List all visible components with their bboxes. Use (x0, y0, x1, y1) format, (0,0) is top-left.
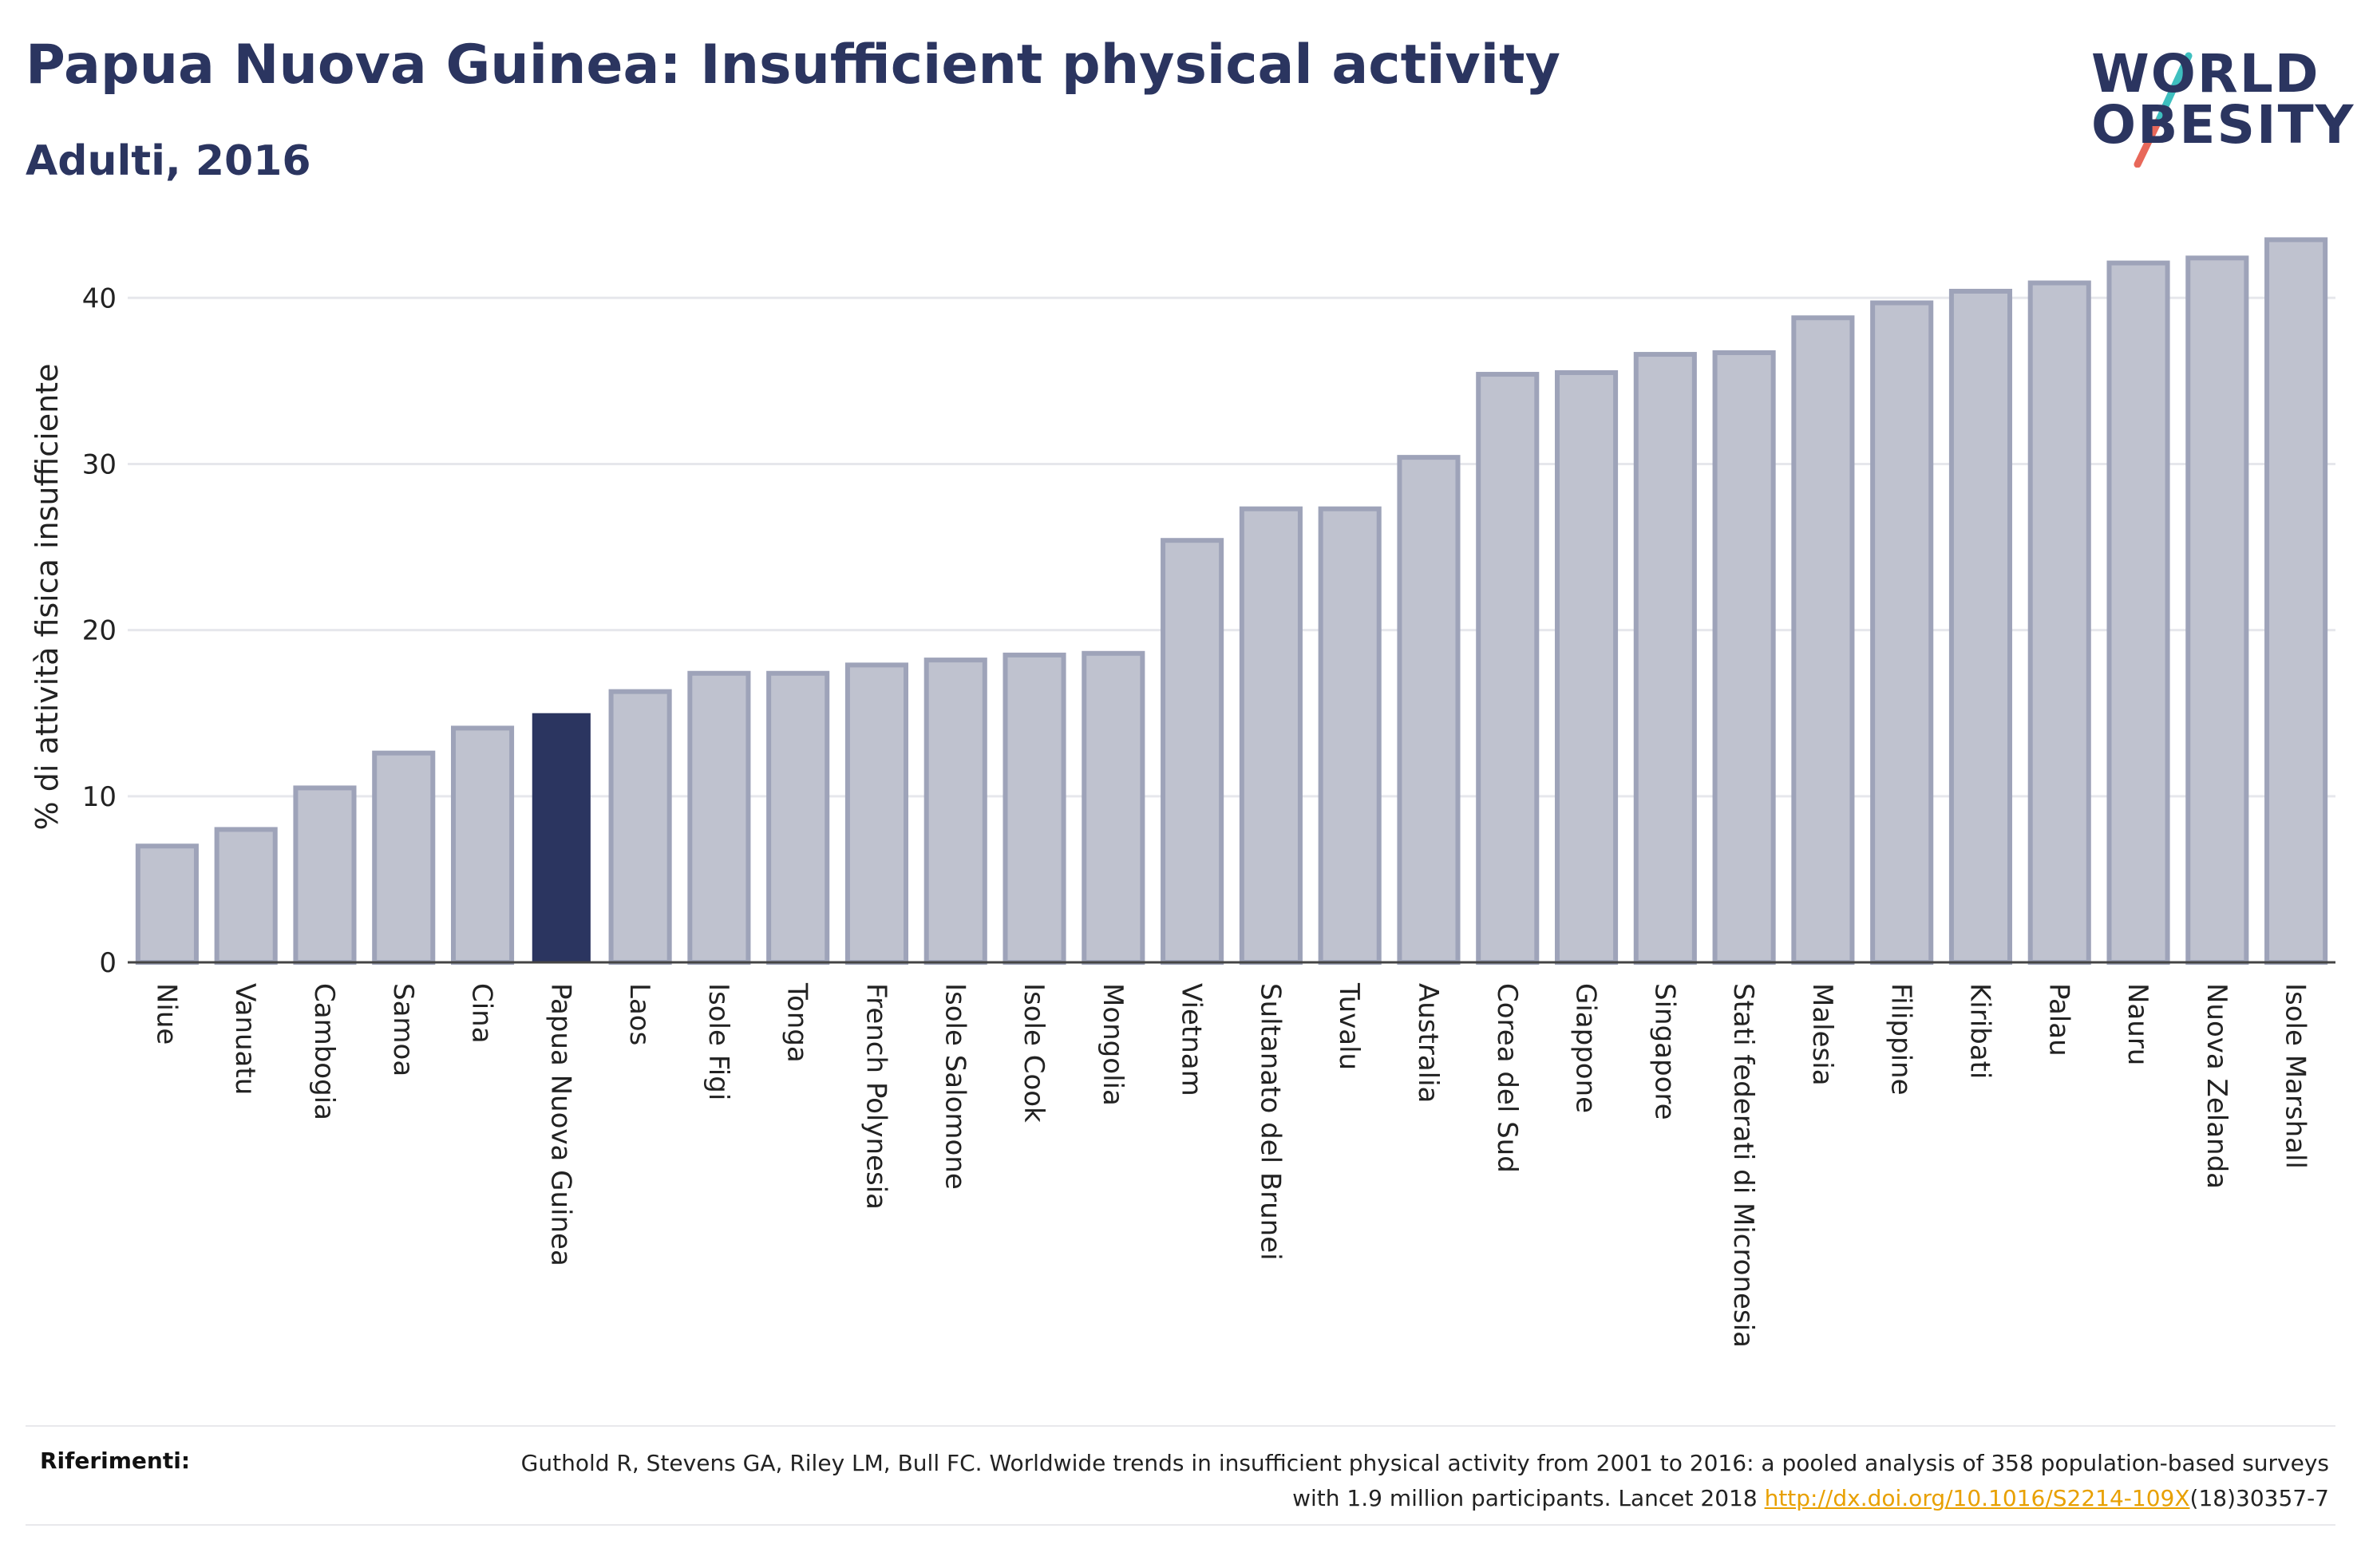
bar (1633, 352, 1697, 965)
references-citation: Guthold R, Stevens GA, Riley LM, Bull FC… (520, 1450, 2329, 1511)
x-tick-label: Isole Figi (702, 983, 734, 1100)
bar (450, 725, 515, 965)
x-tick-label: Sultanato del Brunei (1254, 983, 1286, 1261)
bar (1712, 350, 1776, 965)
bar (1161, 538, 1224, 965)
x-tick-label: Nuova Zelanda (2201, 983, 2232, 1189)
x-tick-label: Corea del Sud (1491, 983, 1523, 1173)
chart-title: Papua Nuova Guinea: Insufficient physica… (26, 34, 1560, 97)
logo-text-obesity: OBESITY (2091, 94, 2355, 156)
world-obesity-logo: WORLD OBESITY (2067, 24, 2355, 168)
x-tick-label: Samoa (387, 983, 419, 1076)
bar (608, 689, 672, 965)
x-tick-label: Stati federati di Micronesia (1727, 983, 1759, 1348)
y-tick-label: 30 (82, 448, 117, 480)
x-tick-label: Singapore (1648, 983, 1680, 1120)
logo-slash-icon (2134, 52, 2193, 168)
x-tick-label: Mongolia (1097, 983, 1129, 1106)
y-tick-label: 0 (99, 947, 117, 979)
references-divider-top (26, 1425, 2335, 1427)
logo-text-world: WORLD (2091, 43, 2320, 105)
x-tick-label: Laos (623, 983, 655, 1045)
bar (923, 658, 987, 965)
references-text: Guthold R, Stevens GA, Riley LM, Bull FC… (493, 1446, 2329, 1516)
x-tick-label: Palau (2043, 983, 2074, 1057)
x-tick-label: Tuvalu (1333, 982, 1365, 1070)
x-tick-label: Vietnam (1176, 983, 1208, 1096)
references-label: Riferimenti: (40, 1448, 191, 1474)
x-tick-label: Nauru (2122, 983, 2153, 1065)
bar (1082, 650, 1145, 965)
x-tick-label: Cina (466, 983, 498, 1044)
bar (1554, 369, 1619, 966)
x-tick-label: Malesia (1806, 983, 1838, 1086)
x-tick-label: Isole Cook (1018, 983, 1050, 1123)
y-tick-label: 20 (82, 615, 117, 647)
y-axis-title: % di attività fisica insufficiente (30, 364, 65, 831)
bar (1948, 288, 2013, 966)
x-tick-label: Tonga (781, 982, 813, 1063)
x-tick-label: Niue (150, 983, 182, 1045)
bar (1870, 300, 1934, 965)
bar (2106, 260, 2170, 965)
bar (1239, 506, 1303, 965)
y-tick-label: 10 (82, 781, 117, 813)
y-tick-label: 40 (82, 282, 117, 314)
x-tick-label: Isole Marshall (2280, 983, 2312, 1169)
references-doi-link[interactable]: http://dx.doi.org/10.1016/S2214-109X (1764, 1485, 2190, 1511)
bar (2185, 255, 2249, 965)
bar (135, 843, 199, 965)
bar (214, 827, 278, 966)
references-citation-suffix: (18)30357-7 (2189, 1485, 2329, 1511)
x-tick-label: Vanuatu (229, 983, 261, 1095)
bar (2027, 280, 2091, 965)
x-tick-label: Giappone (1570, 983, 1602, 1113)
x-tick-label: French Polynesia (860, 983, 892, 1210)
x-tick-label: Papua Nuova Guinea (544, 983, 576, 1266)
chart-subtitle: Adulti, 2016 (26, 137, 311, 185)
bar (1476, 372, 1540, 965)
bar (1397, 455, 1461, 965)
bar (687, 670, 751, 965)
bar (1318, 506, 1382, 965)
x-tick-label: Isole Salomone (939, 983, 971, 1190)
bar (766, 670, 830, 965)
bar (372, 750, 436, 965)
bar (293, 785, 357, 966)
bar (844, 662, 909, 965)
bar (2264, 237, 2328, 965)
x-tick-label: Australia (1412, 983, 1444, 1103)
bar (1003, 652, 1066, 965)
references-divider-bottom (26, 1524, 2335, 1526)
bar (1791, 315, 1855, 966)
bar (532, 713, 591, 962)
x-tick-label: Kiribati (1964, 983, 1995, 1079)
x-tick-label: Cambogia (308, 983, 340, 1120)
x-tick-label: Filippine (1885, 983, 1917, 1096)
bar-chart: 0 10 20 30 40 % di attività fisica insufficie… (30, 237, 2335, 1348)
